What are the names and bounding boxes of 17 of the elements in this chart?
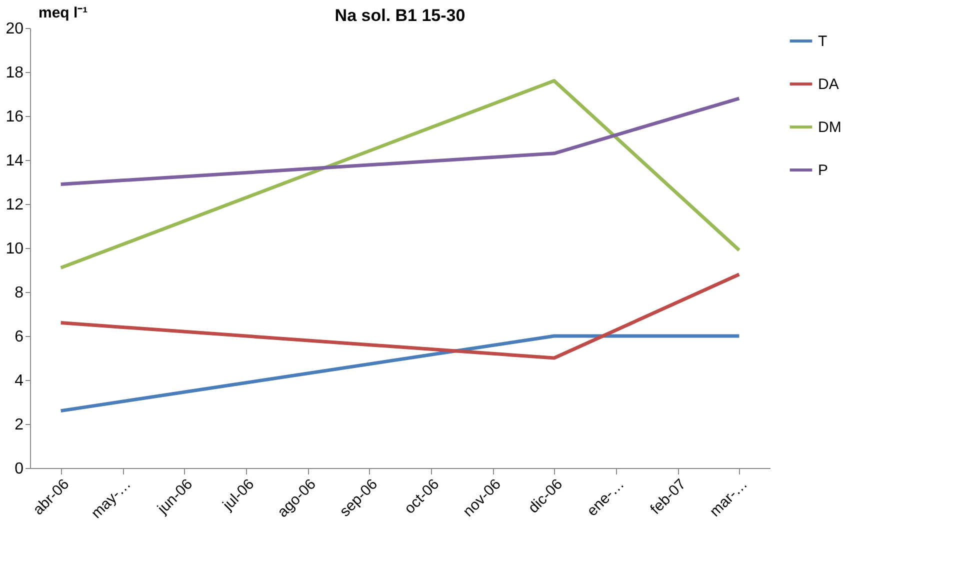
y-tick-label: 2 <box>14 416 24 434</box>
y-tick-label: 10 <box>6 240 24 258</box>
chart-title: Na sol. B1 15-30 <box>334 6 466 25</box>
y-tick-label: 4 <box>14 372 24 390</box>
y-axis-title: meq l⁻¹ <box>38 4 88 22</box>
legend-label: T <box>818 33 828 50</box>
legend-label: DA <box>818 76 839 93</box>
y-tick-label: 20 <box>6 20 24 38</box>
y-tick-label: 8 <box>14 284 24 302</box>
y-tick-label: 16 <box>6 108 24 126</box>
y-tick-label: 18 <box>6 64 24 82</box>
y-tick-label: 0 <box>14 460 24 478</box>
y-tick-label: 6 <box>14 328 24 346</box>
legend-label: P <box>818 162 828 179</box>
legend-label: DM <box>818 119 842 136</box>
y-tick-label: 12 <box>6 196 24 214</box>
y-tick-label: 14 <box>6 152 24 170</box>
